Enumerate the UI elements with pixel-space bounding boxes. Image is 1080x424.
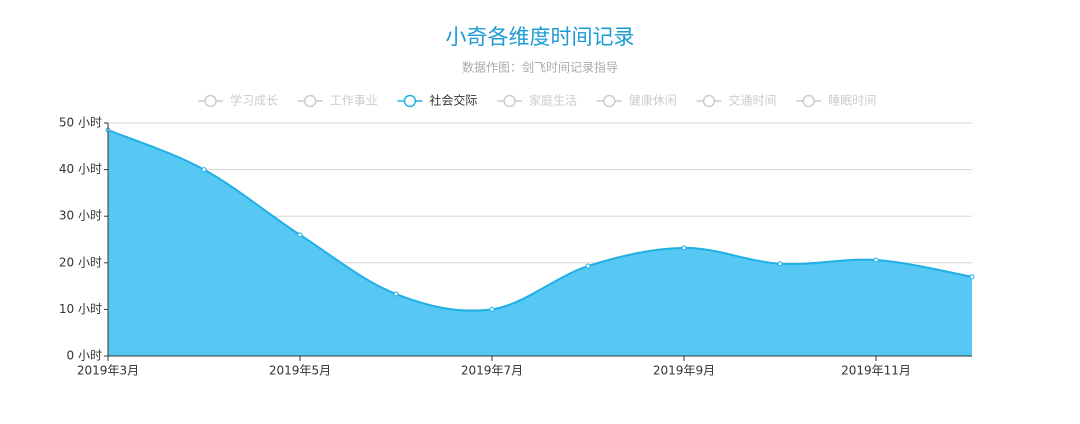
legend-label[interactable]: 社会交际: [429, 93, 477, 108]
legend-icon[interactable]: [303, 94, 317, 108]
legend-label[interactable]: 健康休闲: [629, 93, 677, 108]
legend-icon[interactable]: [702, 94, 716, 108]
x-tick-label: 2019年9月: [653, 364, 715, 378]
data-point: [681, 245, 687, 251]
y-tick-label: 10 小时: [59, 302, 102, 316]
x-tick-label: 2019年3月: [77, 364, 139, 378]
y-tick-label: 20 小时: [59, 255, 102, 269]
area: [108, 129, 972, 356]
x-tick-label: 2019年11月: [841, 364, 911, 378]
legend-icon[interactable]: [503, 94, 516, 108]
x-tick-label: 2019年7月: [461, 364, 523, 378]
data-point: [393, 291, 399, 297]
legend-icon[interactable]: [204, 94, 217, 108]
chart-subtitle: 数据作图：剑飞时间记录指导: [462, 60, 618, 75]
legend-label[interactable]: 睡眠时间: [828, 94, 876, 108]
data-point: [489, 306, 495, 312]
y-tick-label: 0 小时: [67, 349, 102, 363]
y-tick-label: 30 小时: [59, 209, 102, 223]
y-tick-label: 50 小时: [59, 116, 102, 130]
legend-icon[interactable]: [603, 94, 616, 108]
data-point: [873, 257, 879, 263]
data-point: [969, 274, 975, 280]
legend-label[interactable]: 工作事业: [330, 94, 378, 108]
data-point: [297, 232, 303, 238]
legend-label[interactable]: 交通时间: [729, 93, 777, 108]
legend-icon[interactable]: [403, 94, 417, 108]
data-point: [585, 263, 591, 269]
line: [107, 129, 973, 312]
x-tick-label: 2019年5月: [269, 364, 331, 378]
legend-icon[interactable]: [802, 94, 815, 108]
legend-label[interactable]: 学习成长: [230, 93, 278, 108]
chart-title: 小奇各维度时间记录: [446, 25, 635, 49]
data-point: [201, 167, 207, 173]
legend-label[interactable]: 家庭生活: [529, 93, 577, 108]
y-tick-label: 40 小时: [59, 162, 102, 176]
data-point: [777, 261, 783, 267]
